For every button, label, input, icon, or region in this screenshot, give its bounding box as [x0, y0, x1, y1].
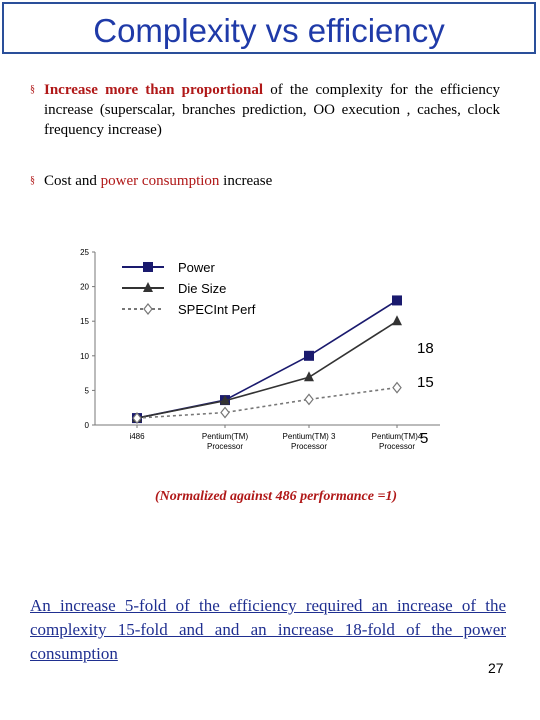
x-tick-label: Pentium(TM): [202, 432, 249, 441]
y-tick-label: 15: [80, 317, 89, 326]
x-tick-label: i486: [129, 432, 145, 441]
bullet-text: of the complexity for the efficiency inc…: [44, 82, 500, 138]
x-tick-label: Processor: [379, 442, 415, 451]
bullet-power: § Cost and power consumption increase: [30, 171, 272, 191]
x-tick-label: Pentium(TM)4: [372, 432, 423, 441]
data-point: [392, 295, 402, 306]
data-point: [392, 381, 402, 394]
annotation-label: 18: [417, 340, 434, 357]
y-tick-label: 10: [80, 352, 89, 361]
y-tick-label: 5: [85, 386, 90, 395]
series-line-2: [136, 386, 398, 419]
bullet-marker: §: [30, 175, 35, 186]
bullet-highlight: power consumption: [100, 173, 220, 189]
bullet-body: Increase more than proportional of the c…: [44, 80, 500, 140]
annotation-label: 15: [417, 374, 434, 391]
data-point: [304, 371, 314, 382]
x-tick-label: Processor: [207, 442, 243, 451]
legend-marker: [143, 282, 153, 292]
x-tick-label: Processor: [291, 442, 327, 451]
data-point: [220, 394, 230, 405]
legend-marker: [143, 262, 153, 272]
normalization-note: (Normalized against 486 performance =1): [155, 489, 398, 504]
data-point: [220, 406, 230, 419]
legend-marker: [143, 303, 153, 315]
bullet-body: Cost and power consumption increase: [44, 171, 272, 191]
series-line-1: [136, 320, 398, 419]
y-tick-label: 25: [80, 248, 89, 257]
y-tick-label: 0: [85, 421, 90, 430]
data-point: [132, 412, 142, 425]
bullet-text-before: Cost and: [44, 173, 101, 189]
bullet-text-after: increase: [219, 173, 273, 189]
legend-label: Die Size: [178, 281, 226, 296]
bullet-marker: §: [30, 84, 35, 95]
bullet-highlight: Increase more than proportional: [44, 82, 264, 98]
page-number: 27: [488, 660, 504, 676]
data-point: [304, 350, 314, 361]
slide-title: Complexity vs efficiency: [93, 12, 445, 49]
title-box: Complexity vs efficiency: [2, 2, 536, 54]
data-point: [392, 315, 402, 326]
annotation-label: 5: [420, 430, 428, 447]
conclusion-text: An increase 5-fold of the efficiency req…: [30, 596, 506, 663]
legend-label: SPECInt Perf: [178, 302, 256, 317]
series-line-0: [136, 299, 398, 419]
y-tick-label: 20: [80, 283, 89, 292]
x-tick-label: Pentium(TM) 3: [283, 432, 336, 441]
bullet-complexity: § Increase more than proportional of the…: [30, 80, 500, 140]
data-point: [304, 393, 314, 406]
legend-label: Power: [178, 260, 216, 275]
